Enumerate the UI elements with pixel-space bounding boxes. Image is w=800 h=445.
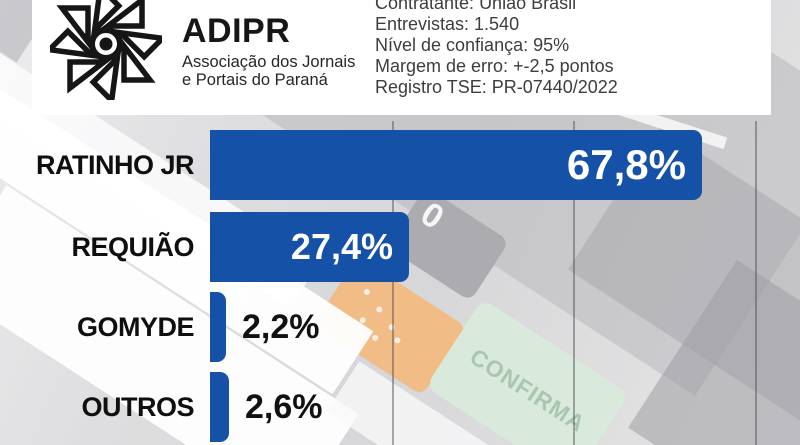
gridline [392,121,394,445]
brand-subtitle-line1: Associação dos Jornais [182,53,356,71]
survey-info-contratante: Contratante: União Brasil [375,0,577,13]
adipr-logo [50,0,162,100]
bar-value: 67,8% [566,141,686,188]
gridline [573,121,575,445]
bar [210,292,226,362]
category-label: OUTROS [81,391,194,422]
bar-value: 2,6% [245,387,323,426]
bar-value: 27,4% [290,226,393,267]
category-label: RATINHO JR [35,149,195,180]
brand-subtitle-line2: e Portais do Paraná [182,71,328,89]
bar-row-ratinho-jr: RATINHO JR 67,8% [0,130,800,200]
bar-row-outros: OUTROS 2,6% [0,372,800,442]
bar [210,212,409,282]
bar-row-gomyde: GOMYDE 2,2% [0,292,800,362]
bar [210,372,229,442]
survey-info-confianca: Nível de confiança: 95% [375,35,570,55]
brand-name: ADIPR [182,12,291,50]
category-label: GOMYDE [76,311,195,342]
gridline [755,121,757,445]
bar-row-requiao: REQUIÃO 27,4% [0,212,800,282]
survey-info-margem: Margem de erro: +-2,5 pontos [375,56,614,76]
survey-info-block: Contratante: União Brasil Entrevistas: 1… [375,0,618,98]
bar [210,130,702,200]
survey-info-registro: Registro TSE: PR-07440/2022 [375,77,618,97]
header-card: ADIPR Associação dos Jornais e Portais d… [32,0,771,115]
bar-value: 2,2% [242,307,320,346]
category-label: REQUIÃO [71,231,194,262]
survey-info-entrevistas: Entrevistas: 1.540 [375,14,520,34]
